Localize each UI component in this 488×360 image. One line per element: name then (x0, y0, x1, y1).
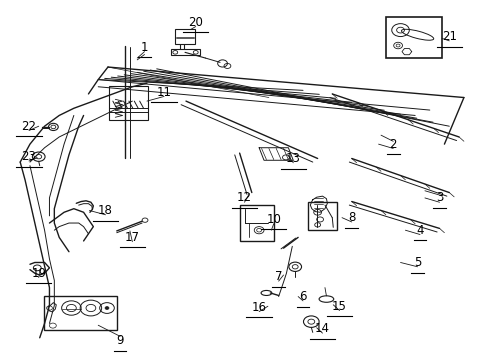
Text: 2: 2 (388, 138, 396, 150)
Text: 20: 20 (188, 16, 203, 29)
Text: 7: 7 (274, 270, 282, 283)
Text: 19: 19 (31, 267, 46, 280)
Bar (307, 202, 336, 230)
Text: 11: 11 (156, 86, 171, 99)
Text: 14: 14 (314, 322, 329, 335)
Text: 5: 5 (413, 256, 421, 269)
Bar (175, 30, 194, 44)
Bar (109, 86, 148, 120)
Text: 21: 21 (441, 30, 456, 43)
Text: 9: 9 (116, 334, 123, 347)
Text: 15: 15 (331, 300, 346, 313)
Text: 23: 23 (21, 150, 36, 163)
Bar (43, 296, 117, 330)
Text: 18: 18 (98, 204, 113, 217)
Bar (171, 49, 199, 55)
Text: 17: 17 (124, 231, 140, 244)
Text: 10: 10 (266, 213, 281, 226)
Text: 6: 6 (299, 290, 306, 303)
Bar (239, 205, 273, 241)
Text: 8: 8 (347, 211, 355, 224)
Text: 13: 13 (285, 152, 300, 165)
Text: 1: 1 (141, 41, 148, 54)
Text: 12: 12 (237, 192, 251, 204)
Text: 4: 4 (415, 224, 423, 237)
Text: 16: 16 (251, 301, 266, 314)
Circle shape (105, 307, 109, 310)
Bar (385, 17, 441, 58)
Text: 3: 3 (435, 192, 442, 204)
Text: 22: 22 (21, 120, 37, 133)
